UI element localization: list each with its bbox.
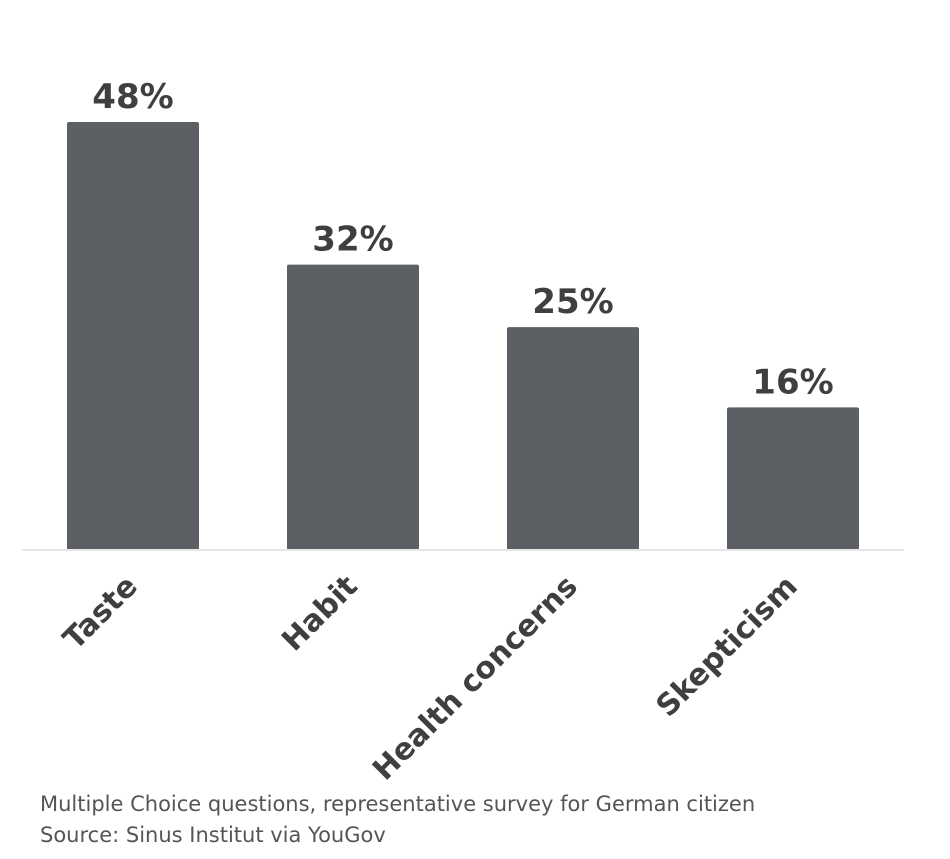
bar-taste: [67, 122, 199, 550]
bars: [67, 122, 859, 550]
category-label-taste: Taste: [57, 569, 145, 657]
value-label-skepticism: 16%: [752, 362, 833, 402]
bar-health-concerns: [507, 327, 639, 550]
value-label-taste: 48%: [92, 77, 173, 117]
category-label-habit: Habit: [275, 569, 364, 658]
value-label-health-concerns: 25%: [532, 282, 613, 322]
category-labels: Taste Habit Health concerns Skepticism: [57, 569, 805, 788]
category-label-skepticism: Skepticism: [650, 569, 805, 724]
footnote-survey-note: Multiple Choice questions, representativ…: [40, 792, 756, 816]
value-label-habit: 32%: [312, 220, 393, 260]
bar-skepticism: [727, 407, 859, 550]
bar-chart: 48% 32% 25% 16% Taste Habit Health concerns Sk…: [22, 77, 904, 788]
category-label-health-concerns: Health concerns: [366, 569, 585, 788]
footnote-source: Source: Sinus Institut via YouGov: [40, 823, 386, 847]
value-labels: 48% 32% 25% 16%: [92, 77, 833, 402]
bar-habit: [287, 264, 419, 550]
